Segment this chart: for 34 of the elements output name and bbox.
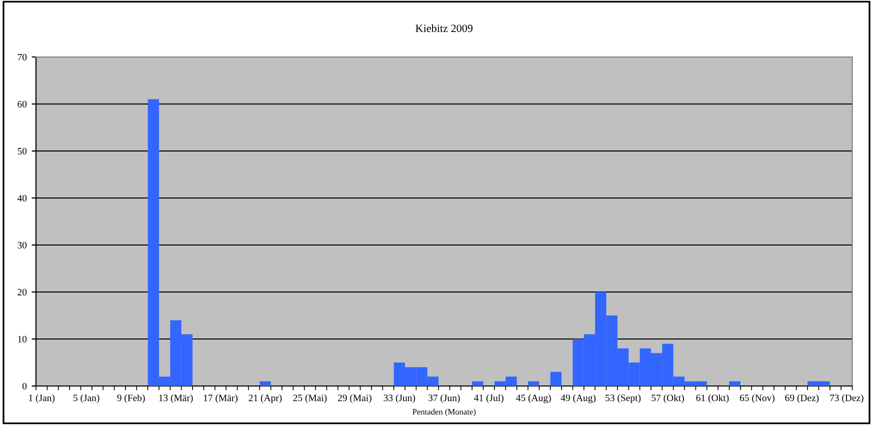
x-tick-label: 41 (Jul)	[474, 394, 504, 404]
x-tick-label: 25 (Mai)	[293, 394, 327, 404]
x-tick-label: 5 (Jan)	[74, 394, 100, 404]
x-tick-label: 69 (Dez)	[785, 394, 819, 404]
bar	[729, 381, 740, 386]
x-tick-label: 45 (Aug)	[516, 394, 551, 404]
y-tick-label: 20	[18, 288, 27, 296]
y-tick-label: 30	[18, 242, 27, 248]
x-tick-label: 21 (Apr)	[248, 394, 282, 404]
x-tick-label: 65 (Nov)	[740, 394, 774, 404]
x-tick-label: 13 (Mär)	[159, 394, 193, 404]
y-tick-label: 40	[17, 194, 27, 202]
x-axis-title: Pentaden (Monate)	[412, 408, 476, 416]
x-tick-label: 1 (Jan)	[29, 394, 55, 404]
x-tick-label: 37 (Jun)	[428, 394, 460, 404]
bar	[550, 372, 562, 386]
x-tick-label: 17 (Mär)	[204, 394, 238, 404]
x-tick-label: 9 (Feb)	[117, 394, 145, 404]
x-tick-label: 61 (Okt)	[696, 394, 729, 404]
x-tick-label: 29 (Mai)	[338, 394, 372, 404]
y-tick-label: 0	[22, 382, 27, 390]
y-tick-label: 50	[18, 148, 27, 154]
x-tick-label: 57 (Okt)	[652, 394, 684, 404]
bar	[472, 381, 484, 386]
x-tick-label: 49 (Aug)	[560, 394, 596, 404]
y-tick-label: 70	[18, 54, 27, 60]
bar	[260, 381, 271, 386]
bar	[528, 381, 540, 386]
y-tick-label: 60	[18, 100, 27, 108]
y-tick-label: 10	[18, 336, 27, 342]
x-tick-label: 33 (Jun)	[384, 394, 416, 404]
x-tick-label: 53 (Sept)	[606, 394, 641, 404]
x-tick-label: 73 (Dez)	[830, 394, 864, 404]
chart-title: Kiebitz 2009	[416, 24, 473, 32]
